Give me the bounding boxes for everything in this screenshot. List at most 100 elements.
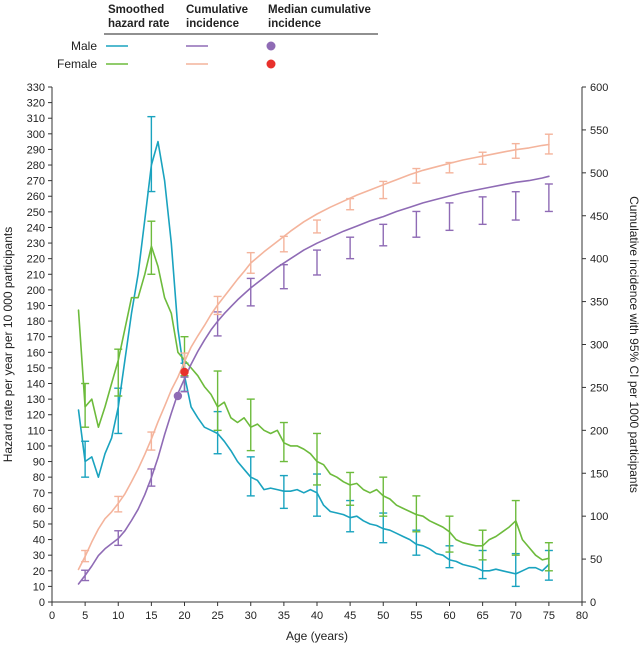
female-hazard-error-bar [246, 398, 255, 452]
y-tick-label: 10 [33, 581, 45, 593]
y2-tick-label: 200 [590, 425, 608, 437]
male-cumulative-error-bar [313, 249, 321, 276]
x-tick-label: 65 [477, 610, 489, 622]
legend-label-female: Female [57, 57, 97, 71]
male-cumulative-error-bar [412, 210, 421, 238]
x-tick-label: 45 [344, 610, 356, 622]
x-tick-label: 20 [178, 610, 190, 622]
male-cumulative-error-bar [445, 202, 454, 232]
y-tick-label: 70 [33, 488, 45, 500]
x-tick-label: 70 [510, 610, 522, 622]
female-cumulative-error-bar [114, 495, 123, 513]
y-tick-label: 330 [27, 82, 45, 94]
female-cumulative-error-bar [246, 251, 255, 274]
female-cumulative-error-bar [379, 180, 388, 200]
male-hazard-error-bar [511, 552, 520, 588]
male-cumulative-error-bar [81, 569, 90, 582]
y2-tick-label: 400 [590, 254, 608, 266]
y2-axis-title: Cumulative incidence with 95% CI per 100… [627, 196, 640, 493]
male-median-point [173, 391, 183, 401]
female-cumulative-error-bar [346, 197, 355, 211]
y2-tick-label: 600 [590, 82, 608, 94]
female-cumulative-error-bar [313, 219, 321, 234]
male-cumulative-series [77, 175, 553, 585]
y-tick-label: 250 [27, 207, 45, 219]
female-hazard-error-bar [412, 495, 421, 533]
y-tick-label: 320 [27, 98, 45, 110]
y-tick-label: 240 [27, 222, 45, 234]
x-tick-label: 55 [410, 610, 422, 622]
y-tick-label: 210 [27, 269, 45, 281]
y-tick-label: 180 [27, 316, 45, 328]
male-cumulative-line [77, 175, 550, 585]
x-tick-label: 0 [49, 610, 55, 622]
y2-tick-label: 550 [590, 125, 608, 137]
female-hazard-error-bar [213, 370, 222, 432]
male-hazard-error-bar [246, 456, 255, 497]
y-tick-label: 40 [33, 535, 45, 547]
male-cumulative-error-bar [346, 236, 355, 260]
male-cumulative-error-bar [180, 376, 189, 393]
y-tick-label: 170 [27, 332, 45, 344]
male-cumulative-error-bar [511, 191, 520, 221]
legend-header-2: Cumulative [186, 4, 248, 16]
male-cumulative-error-bar [114, 530, 123, 547]
female-hazard-error-bar [346, 471, 355, 506]
x-tick-label: 80 [576, 610, 588, 622]
x-tick-label: 60 [443, 610, 455, 622]
legend-header-2: incidence [186, 18, 239, 30]
male-hazard-error-bar [147, 115, 156, 193]
y-tick-label: 200 [27, 285, 45, 297]
y-tick-label: 220 [27, 254, 45, 266]
y-tick-label: 60 [33, 503, 45, 515]
y-tick-label: 20 [33, 566, 45, 578]
x-tick-label: 50 [377, 610, 389, 622]
y2-tick-label: 150 [590, 468, 608, 480]
y-tick-label: 110 [27, 425, 45, 437]
female-hazard-series [77, 220, 553, 572]
male-cumulative-error-bar [478, 196, 487, 226]
female-cumulative-error-bar [279, 235, 288, 253]
y2-tick-label: 250 [590, 382, 608, 394]
y2-tick-label: 300 [590, 340, 608, 352]
female-cumulative-series [77, 133, 553, 571]
y-tick-label: 140 [27, 379, 45, 391]
x-tick-label: 25 [212, 610, 224, 622]
male-hazard-error-bar [81, 440, 90, 478]
female-cumulative-error-bar [511, 142, 520, 159]
x-tick-label: 15 [145, 610, 157, 622]
female-cumulative-error-bar [81, 549, 90, 563]
legend-swatch-male-median [266, 41, 276, 51]
female-hazard-error-bar [313, 432, 321, 486]
female-cumulative-error-bar [412, 167, 421, 184]
y-tick-label: 50 [33, 519, 45, 531]
y2-tick-label: 500 [590, 168, 608, 180]
y-tick-label: 310 [27, 113, 45, 125]
legend-swatch-female-median [266, 59, 276, 69]
female-hazard-error-bar [544, 541, 553, 572]
y-tick-label: 80 [33, 472, 45, 484]
y-tick-label: 280 [27, 160, 45, 172]
male-hazard-series [77, 115, 553, 588]
x-tick-label: 30 [245, 610, 257, 622]
y-tick-label: 150 [27, 363, 45, 375]
axes: 0 5 10 15 20 25 30 35 40 45 50 55 60 65 70 75 8001020304… [1, 82, 640, 643]
y-tick-label: 120 [27, 410, 45, 422]
female-hazard-error-bar [379, 476, 388, 517]
y2-tick-label: 100 [590, 511, 608, 523]
legend: Smoothed hazard rate Cumulative incidence Me… [57, 4, 378, 71]
x-tick-label: 5 [82, 610, 88, 622]
legend-label-male: Male [71, 39, 97, 53]
y2-tick-label: 450 [590, 211, 608, 223]
plot-area [77, 115, 553, 588]
female-cumulative-error-bar [213, 295, 222, 316]
x-tick-label: 40 [311, 610, 323, 622]
y2-tick-label: 350 [590, 297, 608, 309]
female-hazard-error-bar [279, 421, 288, 463]
female-hazard-error-bar [81, 382, 90, 428]
y2-tick-label: 0 [590, 597, 596, 609]
y-tick-label: 290 [27, 144, 45, 156]
x-tick-label: 10 [112, 610, 124, 622]
y-tick-label: 160 [27, 347, 45, 359]
male-cumulative-error-bar [147, 468, 156, 487]
